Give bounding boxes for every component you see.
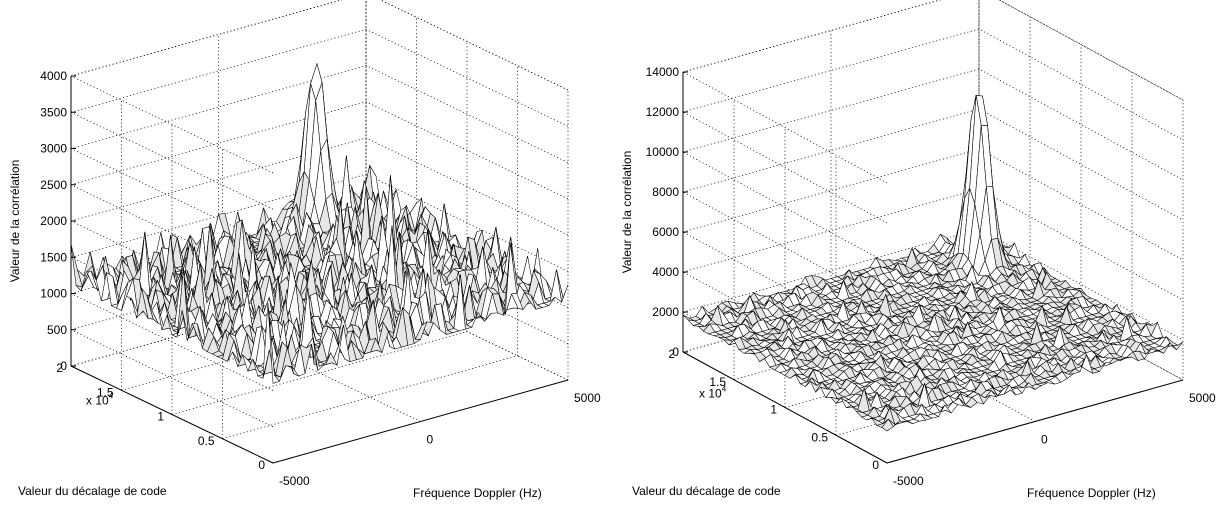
y-tick-label: 0: [258, 458, 265, 472]
y-tick-labels: 0 0.5 1 1.5 2: [56, 361, 265, 472]
z-tick-label: 2500: [40, 178, 67, 192]
front-axes: [682, 72, 1184, 464]
correlation-surface: [682, 94, 1184, 432]
y-tick-label: 1: [157, 410, 164, 424]
x-tick-label: 0: [427, 433, 434, 447]
correlation-surface: [70, 62, 569, 384]
y-axis-label: Valeur du décalage de code: [18, 484, 167, 498]
x-tick-label: 5000: [574, 391, 601, 405]
z-tick-label: 1500: [40, 250, 67, 264]
z-tick-label: 10000: [646, 145, 680, 159]
x-tick-label: -5000: [893, 474, 924, 488]
axes-box: [70, 0, 569, 283]
y-axis-multiplier: x 104: [86, 392, 114, 408]
z-tick-labels: 0 2000 4000 6000 8000 10000 12000 14000: [646, 65, 688, 359]
z-tick-label: 4000: [652, 265, 679, 279]
z-tick-label: 0: [672, 345, 679, 359]
z-tick-label: 8000: [652, 185, 679, 199]
z-tick-label: 12000: [646, 105, 680, 119]
z-tick-label: 2000: [652, 305, 679, 319]
z-tick-label: 3500: [40, 105, 67, 119]
y-axis-label: Valeur du décalage de code: [632, 484, 781, 498]
x-tick-labels: -5000 0 5000: [279, 391, 601, 488]
z-tick-label: 0: [60, 359, 67, 373]
x-axis-label: Fréquence Doppler (Hz): [1027, 486, 1156, 500]
y-tick-label: 2: [668, 347, 675, 361]
z-tick-label: 1000: [40, 287, 67, 301]
y-tick-label: 0.5: [198, 434, 215, 448]
x-axis-label: Fréquence Doppler (Hz): [413, 486, 542, 500]
x-tick-label: 5000: [1189, 391, 1216, 405]
x-tick-label: -5000: [279, 474, 310, 488]
z-axis-label: Valeur de la corrélation: [620, 151, 634, 274]
y-tick-labels: 0 0.5 1 1.5 2: [668, 347, 879, 472]
y-tick-label: 0.5: [811, 430, 828, 444]
z-tick-label: 4000: [40, 69, 67, 83]
y-tick-label: 0: [872, 458, 879, 472]
surface-plot-raw-correlation: 0 500 1000 1500 2000 2500 3000 3500 4000 0 0.5 1 1.5…: [8, 0, 601, 500]
z-tick-label: 3000: [40, 142, 67, 156]
surface-plot-integrated-correlation: 0 2000 4000 6000 8000 10000 12000 14000 0 0.5 1 1.5…: [620, 0, 1216, 500]
grid-lines: [682, 0, 1184, 464]
y-axis-multiplier: x 104: [699, 385, 727, 401]
x-tick-labels: -5000 0 5000: [893, 391, 1216, 488]
y-tick-label: 2: [56, 361, 63, 375]
y-tick-label: 1: [770, 403, 777, 417]
z-tick-label: 14000: [646, 65, 680, 79]
x-tick-label: 0: [1041, 433, 1048, 447]
y-tick-label: 1.5: [709, 375, 726, 389]
z-tick-label: 6000: [652, 225, 679, 239]
z-tick-label: 2000: [40, 214, 67, 228]
z-tick-labels: 0 500 1000 1500 2000 2500 3000 3500 4000: [40, 69, 76, 373]
axes-box: [682, 0, 1184, 269]
y-tick-label: 1.5: [97, 385, 114, 399]
z-tick-label: 500: [47, 323, 67, 337]
z-axis-label: Valeur de la corrélation: [8, 160, 22, 283]
